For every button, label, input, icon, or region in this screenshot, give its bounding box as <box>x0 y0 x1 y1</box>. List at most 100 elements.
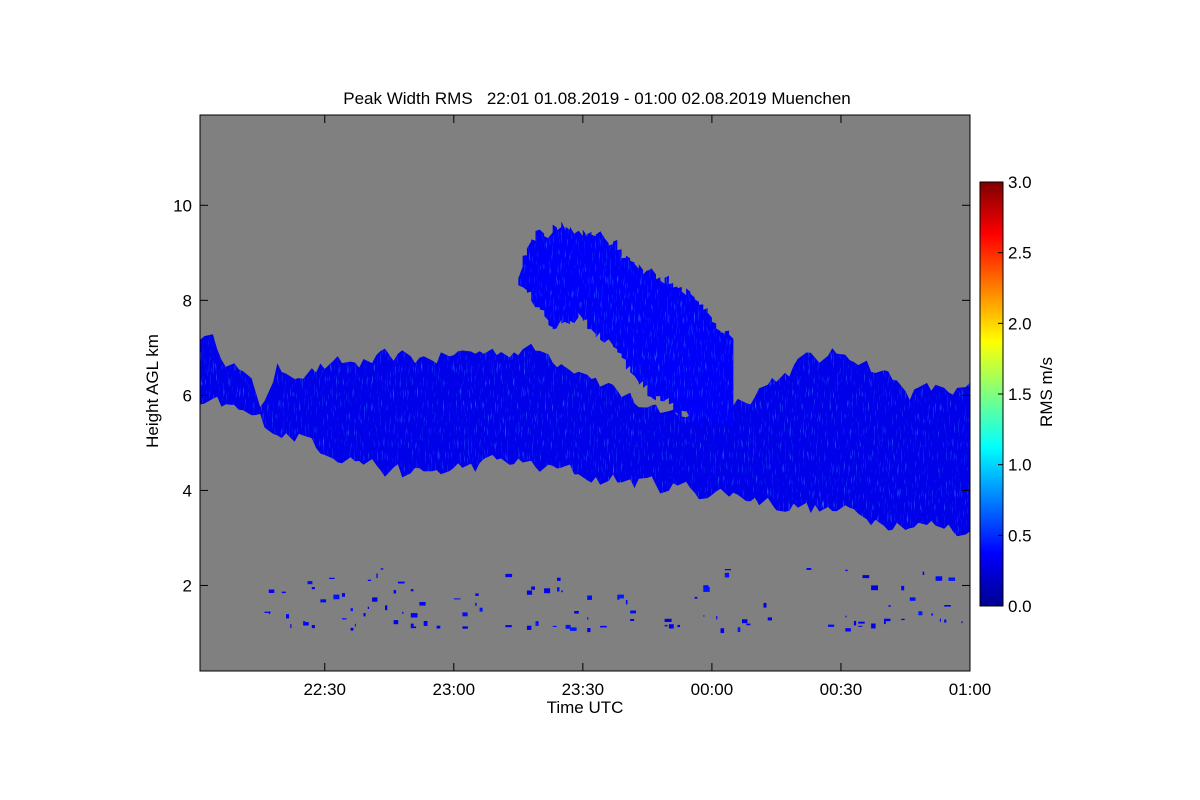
lower-echo-speck <box>505 573 513 578</box>
lower-echo-speck <box>350 608 353 612</box>
y-tick-label: 10 <box>173 196 192 215</box>
lower-echo-speck <box>664 618 672 622</box>
lower-echo-speck <box>479 607 483 612</box>
lower-echo-speck <box>462 612 468 617</box>
lower-echo-speck <box>329 577 335 579</box>
lower-echo-speck <box>845 615 847 618</box>
colorbar-tick-label: 2.0 <box>1008 314 1032 333</box>
lower-echo-speck <box>939 618 941 622</box>
lower-echo-speck <box>871 585 878 591</box>
x-tick-label: 23:30 <box>562 680 605 699</box>
lower-echo-speck <box>630 619 635 621</box>
lower-echo-speck <box>918 611 923 616</box>
lower-echo-speck <box>380 568 384 570</box>
lower-echo-speck <box>286 614 290 619</box>
lower-echo-speck <box>720 628 725 634</box>
lower-echo-speck <box>935 576 943 581</box>
lower-echo-speck <box>397 581 405 584</box>
lower-echo-speck <box>703 615 705 617</box>
lower-echo-speck <box>475 593 479 596</box>
lower-echo-speck <box>333 594 340 600</box>
lower-echo-speck <box>703 587 710 592</box>
lower-echo-speck <box>617 597 620 600</box>
lower-echo-speck <box>630 610 636 614</box>
lower-echo-speck <box>311 625 315 629</box>
lower-echo-speck <box>944 605 951 607</box>
lower-echo-speck <box>746 623 751 626</box>
lower-echo-speck <box>393 590 397 594</box>
lower-echo-speck <box>853 620 857 626</box>
lower-echo-speck <box>410 613 418 618</box>
y-tick-label: 8 <box>183 291 192 310</box>
lower-echo-speck <box>526 590 533 595</box>
lower-echo-speck <box>350 627 354 631</box>
lower-echo-speck <box>565 624 571 629</box>
colorbar-ticks: 0.0 0.5 1.0 1.5 2.0 2.5 3.0 <box>998 173 1032 616</box>
lower-echo-speck <box>884 619 886 625</box>
lower-echo-speck <box>526 625 532 630</box>
lower-echo-speck <box>871 623 876 629</box>
lower-echo-speck <box>767 617 772 621</box>
lower-echo-speck <box>694 596 698 599</box>
lower-echo-speck <box>961 621 963 624</box>
lower-echo-speck <box>557 577 561 581</box>
chart-title: Peak Width RMS 22:01 01.08.2019 - 01:00 … <box>343 89 851 108</box>
lower-echo-speck <box>862 575 870 579</box>
x-tick-label: 23:00 <box>433 680 476 699</box>
lower-echo-speck <box>600 625 607 628</box>
colorbar-tick-label: 0.0 <box>1008 597 1032 616</box>
lower-echo-speck <box>888 605 891 607</box>
lower-echo-speck <box>303 622 309 626</box>
lower-echo-speck <box>828 624 835 627</box>
lower-echo-speck <box>367 579 371 581</box>
lower-echo-speck <box>544 588 551 594</box>
lower-echo-speck <box>311 587 315 590</box>
lower-echo-speck <box>845 569 848 572</box>
lower-echo-speck <box>737 627 741 632</box>
colorbar-tick-label: 0.5 <box>1008 526 1032 545</box>
lower-echo-speck <box>453 598 461 600</box>
x-tick-label: 00:30 <box>820 680 863 699</box>
lower-echo-speck <box>922 571 925 576</box>
lower-echo-speck <box>742 619 748 624</box>
lower-echo-speck <box>531 586 535 590</box>
lower-echo-speck <box>281 591 286 594</box>
lower-echo-speck <box>724 572 730 578</box>
lower-echo-speck <box>423 621 428 626</box>
upper-plume-texture <box>518 221 734 432</box>
lower-echo-speck <box>901 618 905 621</box>
lower-echo-speck <box>410 623 414 627</box>
lower-echo-speck <box>724 569 732 571</box>
lower-echo-speck <box>677 624 680 628</box>
colorbar: 0.0 0.5 1.0 1.5 2.0 2.5 3.0 RMS m/s <box>979 173 1056 616</box>
colorbar-tick-label: 2.5 <box>1008 244 1032 263</box>
lower-echo-speck <box>703 585 709 588</box>
lower-echo-speck <box>367 606 369 609</box>
lower-echo-speck <box>419 602 426 606</box>
lower-echo-speck <box>436 625 441 629</box>
lower-echo-speck <box>290 624 292 629</box>
colorbar-label: RMS m/s <box>1037 357 1056 427</box>
lower-echo-speck <box>944 619 947 623</box>
lower-echo-speck <box>716 616 718 620</box>
lower-echo-speck <box>535 621 539 626</box>
lower-echo-speck <box>557 587 560 592</box>
lower-echo-speck <box>909 597 916 601</box>
x-tick-label: 01:00 <box>949 680 992 699</box>
lower-echo-speck <box>664 624 668 627</box>
lower-echo-speck <box>303 621 305 625</box>
y-tick-label: 6 <box>183 386 192 405</box>
x-tick-label: 00:00 <box>691 680 734 699</box>
lower-echo-speck <box>587 617 589 620</box>
lower-echo-speck <box>342 618 347 620</box>
y-tick-label: 2 <box>183 576 192 595</box>
colorbar-tick-label: 1.0 <box>1008 456 1032 475</box>
y-tick-label: 4 <box>183 481 192 500</box>
lower-echo-speck <box>264 611 271 613</box>
lower-echo-speck <box>552 625 557 627</box>
colorbar-tick-label: 1.5 <box>1008 385 1032 404</box>
lower-echo-speck <box>574 611 579 614</box>
lower-echo-speck <box>268 589 275 593</box>
lower-echo-speck <box>763 602 767 608</box>
